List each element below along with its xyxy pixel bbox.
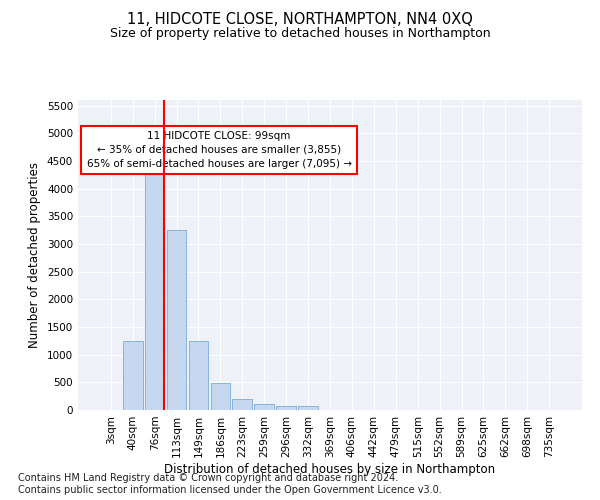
Bar [123, 341, 143, 410]
Text: 11, HIDCOTE CLOSE, NORTHAMPTON, NN4 0XQ: 11, HIDCOTE CLOSE, NORTHAMPTON, NN4 0XQ [127, 12, 473, 28]
Y-axis label: Number of detached properties: Number of detached properties [28, 162, 41, 348]
Bar [232, 399, 252, 410]
Bar [276, 406, 296, 410]
Bar [145, 172, 164, 410]
Bar [254, 404, 274, 410]
Bar [298, 406, 318, 410]
Bar [188, 341, 208, 410]
Text: Contains HM Land Registry data © Crown copyright and database right 2024.
Contai: Contains HM Land Registry data © Crown c… [18, 474, 442, 495]
Bar [211, 384, 230, 410]
X-axis label: Distribution of detached houses by size in Northampton: Distribution of detached houses by size … [164, 462, 496, 475]
Bar [167, 230, 187, 410]
Text: 11 HIDCOTE CLOSE: 99sqm
← 35% of detached houses are smaller (3,855)
65% of semi: 11 HIDCOTE CLOSE: 99sqm ← 35% of detache… [86, 131, 352, 169]
Text: Size of property relative to detached houses in Northampton: Size of property relative to detached ho… [110, 28, 490, 40]
